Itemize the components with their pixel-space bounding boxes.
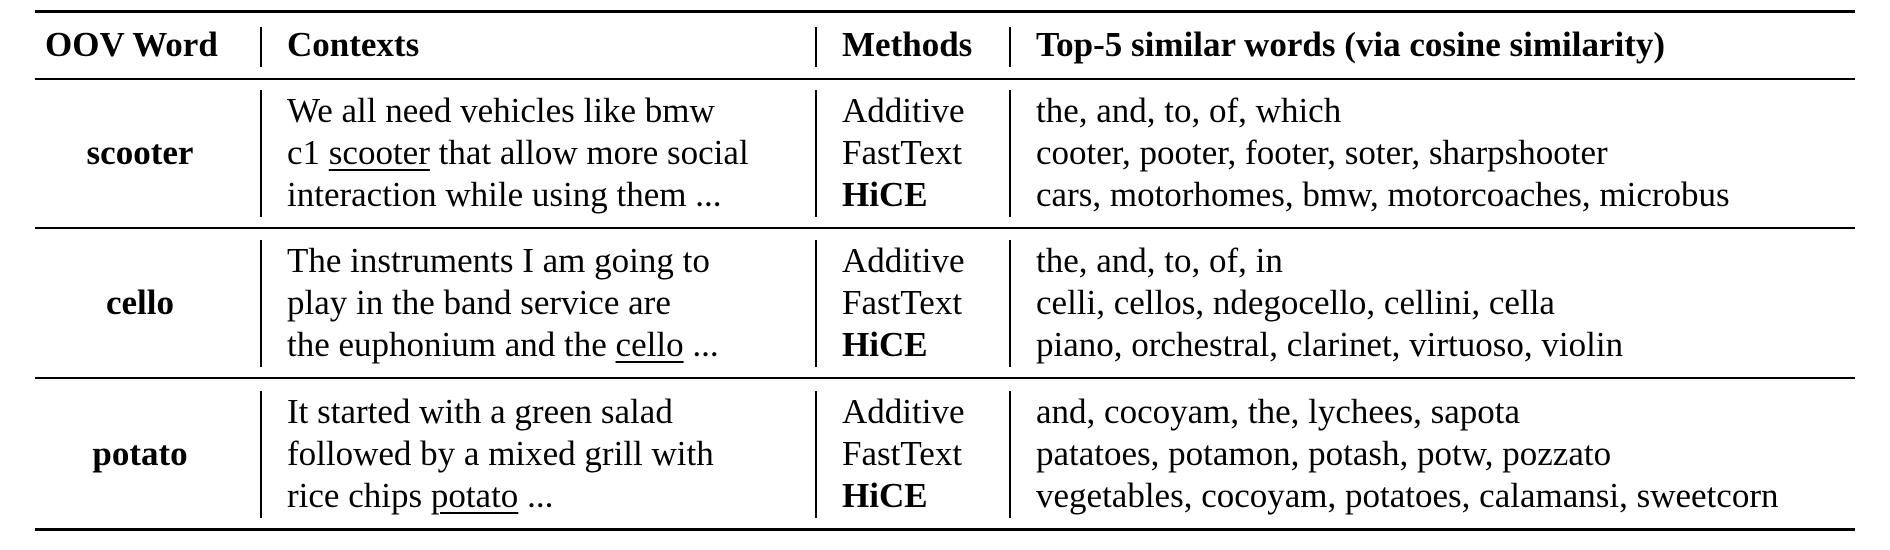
column-divider bbox=[260, 240, 262, 367]
similar-words: cars, motorhomes, bmw, motorcoaches, mic… bbox=[1036, 175, 1730, 214]
method-hice: HiCE bbox=[842, 476, 928, 515]
top-rule bbox=[35, 10, 1855, 13]
context-line: c1 scooter that allow more social bbox=[287, 133, 749, 172]
context-line: play in the band service are bbox=[287, 283, 671, 322]
header-oov-word: OOV Word bbox=[45, 25, 218, 64]
column-divider bbox=[1009, 27, 1011, 67]
similar-words: the, and, to, of, which bbox=[1036, 91, 1342, 130]
method-additive: Additive bbox=[842, 392, 965, 431]
similar-words: vegetables, cocoyam, potatoes, calamansi… bbox=[1036, 476, 1779, 515]
oov-word: scooter bbox=[86, 133, 194, 172]
method-additive: Additive bbox=[842, 91, 965, 130]
context-line: The instruments I am going to bbox=[287, 241, 710, 280]
method-fasttext: FastText bbox=[842, 283, 963, 322]
context-line: rice chips potato ... bbox=[287, 476, 554, 515]
header-contexts: Contexts bbox=[287, 25, 420, 64]
similar-words: cooter, pooter, footer, soter, sharpshoo… bbox=[1036, 133, 1608, 172]
column-divider bbox=[260, 27, 262, 67]
column-divider bbox=[1009, 240, 1011, 367]
similar-words: celli, cellos, ndegocello, cellini, cell… bbox=[1036, 283, 1555, 322]
target-word-underlined: potato bbox=[430, 476, 519, 515]
header-methods: Methods bbox=[842, 25, 973, 64]
similar-words: piano, orchestral, clarinet, virtuoso, v… bbox=[1036, 325, 1624, 364]
method-additive: Additive bbox=[842, 241, 965, 280]
method-fasttext: FastText bbox=[842, 434, 963, 473]
similar-words: patatoes, potamon, potash, potw, pozzato bbox=[1036, 434, 1612, 473]
target-word-underlined: cello bbox=[615, 325, 684, 364]
oov-word: cello bbox=[105, 283, 175, 322]
context-line: followed by a mixed grill with bbox=[287, 434, 714, 473]
column-divider bbox=[1009, 90, 1011, 217]
method-hice: HiCE bbox=[842, 325, 928, 364]
similar-words: the, and, to, of, in bbox=[1036, 241, 1283, 280]
method-fasttext: FastText bbox=[842, 133, 963, 172]
column-divider bbox=[815, 391, 817, 518]
header-top5-similar: Top-5 similar words (via cosine similari… bbox=[1036, 25, 1666, 64]
context-line: It started with a green salad bbox=[287, 392, 673, 431]
header-rule bbox=[35, 78, 1855, 80]
column-divider bbox=[1009, 391, 1011, 518]
context-line: the euphonium and the cello ... bbox=[287, 325, 719, 364]
column-divider bbox=[815, 27, 817, 67]
target-word-underlined: scooter bbox=[328, 133, 430, 172]
row-separator bbox=[35, 227, 1855, 229]
column-divider bbox=[815, 90, 817, 217]
row-separator bbox=[35, 377, 1855, 379]
context-line: We all need vehicles like bmw bbox=[287, 91, 715, 130]
oov-word: potato bbox=[92, 434, 188, 473]
bottom-rule bbox=[35, 528, 1855, 531]
similar-words: and, cocoyam, the, lychees, sapota bbox=[1036, 392, 1520, 431]
column-divider bbox=[815, 240, 817, 367]
column-divider bbox=[260, 391, 262, 518]
column-divider bbox=[260, 90, 262, 217]
method-hice: HiCE bbox=[842, 175, 928, 214]
context-line: interaction while using them ... bbox=[287, 175, 722, 214]
